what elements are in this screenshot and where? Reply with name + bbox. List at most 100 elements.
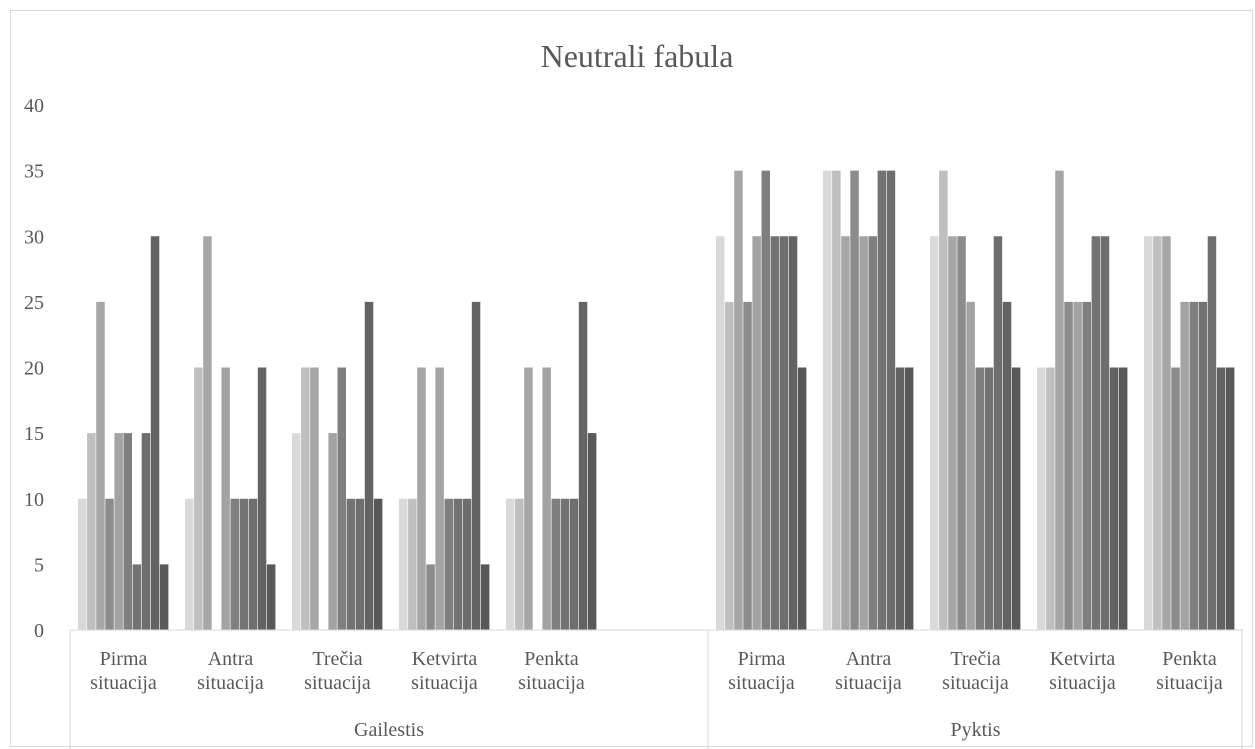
bar xyxy=(417,367,426,630)
bar xyxy=(408,498,417,630)
bar xyxy=(832,170,841,631)
bar xyxy=(435,367,444,630)
category-label: situacija xyxy=(518,672,585,694)
bar xyxy=(292,433,301,631)
bar xyxy=(841,236,850,630)
group-label: Gailestis xyxy=(354,719,424,741)
bar xyxy=(1171,367,1180,630)
bar xyxy=(480,564,490,631)
category-label: Trečia xyxy=(950,648,1000,670)
bar xyxy=(975,367,984,630)
bar xyxy=(1064,301,1073,631)
bar xyxy=(194,367,203,630)
y-tick-label: 15 xyxy=(24,423,44,445)
bar xyxy=(310,367,319,630)
category-label: Pirma xyxy=(738,648,786,670)
bar xyxy=(1144,236,1153,630)
chart-frame xyxy=(10,10,1253,747)
bar xyxy=(471,301,481,631)
group-label: Pyktis xyxy=(950,719,1000,741)
chart-title: Neutrali fabula xyxy=(541,38,734,74)
bar xyxy=(248,498,258,630)
bar xyxy=(1216,367,1226,630)
bar xyxy=(230,498,239,630)
y-tick-label: 25 xyxy=(24,292,44,314)
bar xyxy=(355,498,365,630)
bar xyxy=(239,498,249,630)
category-label: Ketvirta xyxy=(412,648,478,670)
bar xyxy=(444,498,453,630)
bar xyxy=(373,498,383,630)
bar xyxy=(96,301,105,631)
bar xyxy=(159,564,169,631)
bar xyxy=(569,498,579,630)
bar xyxy=(752,236,761,630)
bar xyxy=(761,170,770,631)
bar xyxy=(587,433,597,631)
bar xyxy=(1091,236,1101,630)
bar xyxy=(1225,367,1235,630)
bar xyxy=(1198,301,1208,631)
bar xyxy=(895,367,905,630)
bar xyxy=(788,236,798,630)
bar xyxy=(930,236,939,630)
bar xyxy=(426,564,435,631)
bar xyxy=(1100,236,1110,630)
bar xyxy=(1153,236,1162,630)
bar xyxy=(328,433,337,631)
bar xyxy=(141,433,151,631)
bar xyxy=(346,498,356,630)
bar xyxy=(957,236,966,630)
bar xyxy=(506,498,515,630)
bar xyxy=(859,236,868,630)
y-axis: 0 5 10 15 20 25 30 35 40 xyxy=(24,95,44,642)
y-tick-label: 5 xyxy=(34,554,44,576)
y-tick-label: 35 xyxy=(24,161,44,183)
bar xyxy=(725,301,734,631)
bar xyxy=(823,170,832,631)
y-tick-label: 40 xyxy=(24,95,44,117)
bar xyxy=(770,236,780,630)
bar xyxy=(78,498,87,630)
category-label: situacija xyxy=(304,672,371,694)
category-label: Antra xyxy=(208,648,254,670)
bar xyxy=(966,301,975,631)
category-label: Ketvirta xyxy=(1050,648,1116,670)
bar xyxy=(524,367,533,630)
bar xyxy=(850,170,859,631)
bar xyxy=(301,367,310,630)
bar xyxy=(578,301,588,631)
bar xyxy=(542,367,551,630)
bar xyxy=(221,367,230,630)
bar xyxy=(984,367,994,630)
bar xyxy=(797,367,807,630)
bar xyxy=(462,498,472,630)
bar xyxy=(1180,301,1189,631)
category-label: Pirma xyxy=(100,648,148,670)
bar xyxy=(1082,301,1091,631)
bar xyxy=(453,498,463,630)
bar xyxy=(399,498,408,630)
bar xyxy=(203,236,212,630)
bar xyxy=(1109,367,1119,630)
bar xyxy=(1118,367,1128,630)
bar xyxy=(877,170,887,631)
bar xyxy=(779,236,789,630)
bar xyxy=(1207,236,1217,630)
bar xyxy=(743,301,752,631)
bar xyxy=(150,236,160,630)
category-label: Penkta xyxy=(524,648,579,670)
bar xyxy=(105,498,114,630)
bar xyxy=(123,433,132,631)
y-tick-label: 0 xyxy=(34,620,44,642)
category-label: situacija xyxy=(835,672,902,694)
bar xyxy=(560,498,570,630)
category-label: situacija xyxy=(90,672,157,694)
bars xyxy=(78,170,1235,631)
x-axis: PirmasituacijaAntrasituacijaTrečiasituac… xyxy=(69,629,1243,749)
bar xyxy=(114,433,123,631)
bar xyxy=(993,236,1003,630)
y-tick-label: 20 xyxy=(24,358,44,380)
bar xyxy=(87,433,96,631)
bar xyxy=(266,564,276,631)
